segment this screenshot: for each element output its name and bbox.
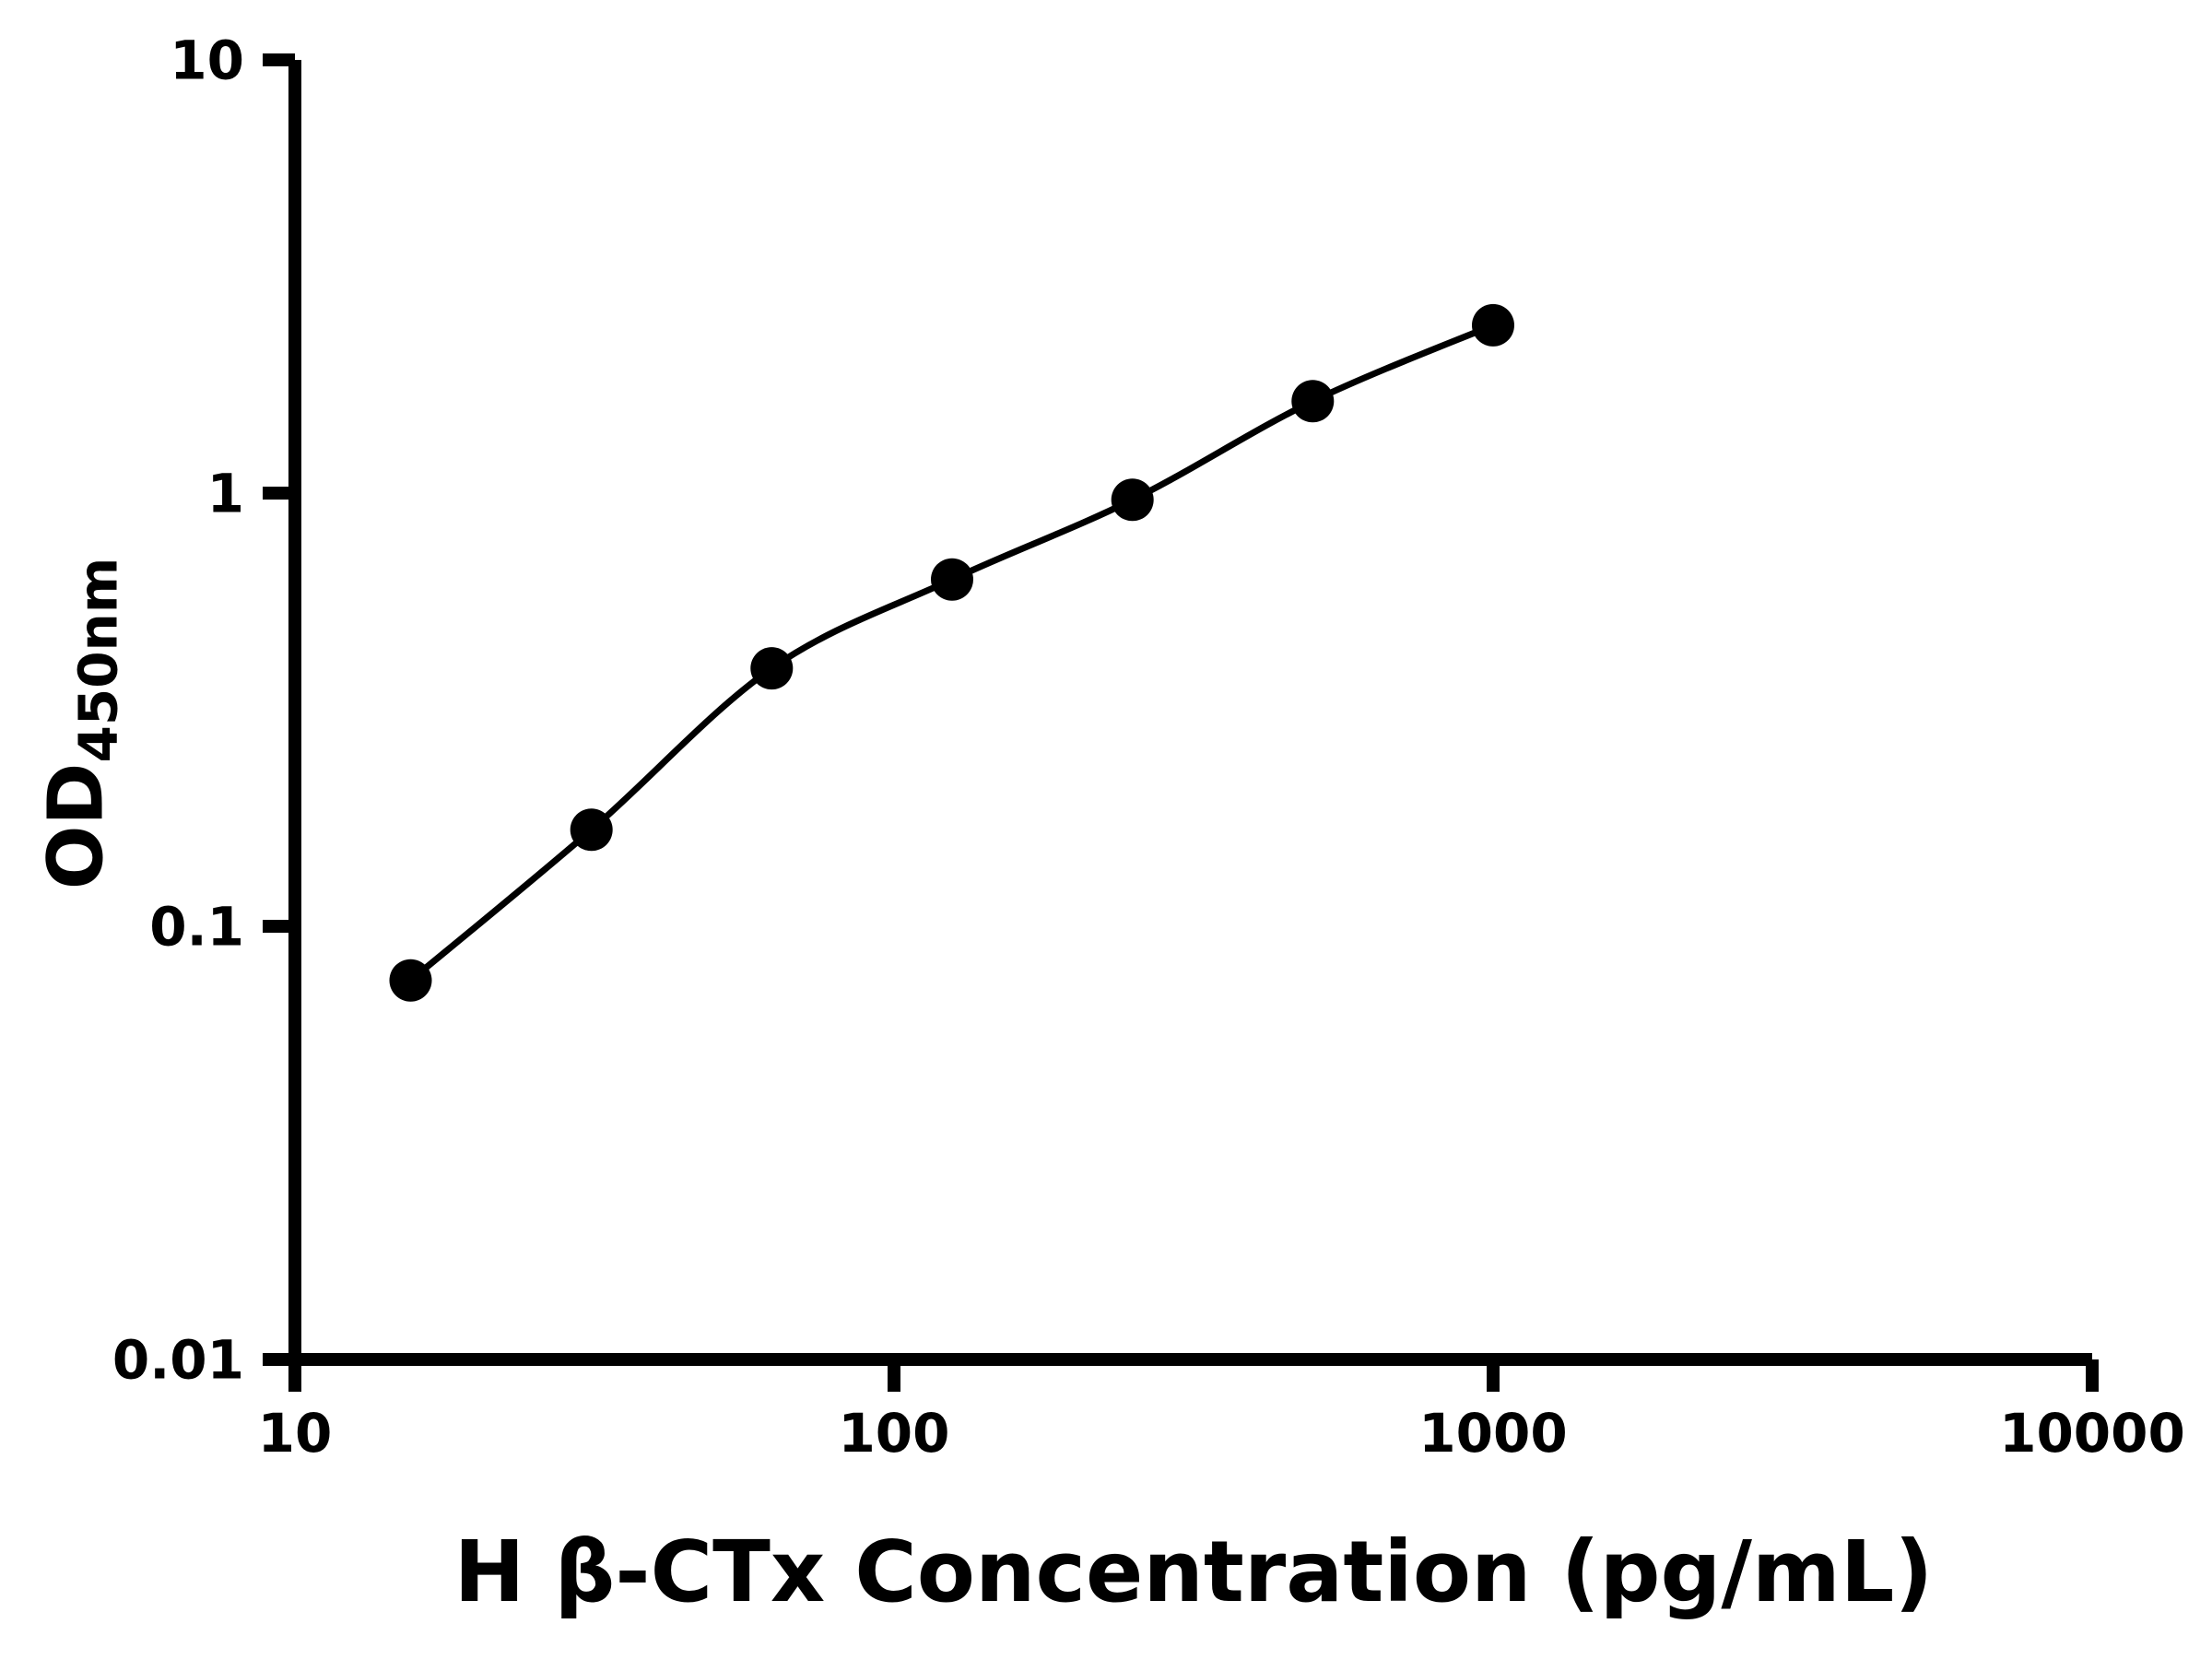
y-tick-label: 0.01 [112,1328,244,1391]
data-point [1111,478,1154,522]
y-axis-title-main: OD [32,762,121,890]
x-tick-label: 100 [838,1402,949,1465]
x-tick-label: 10 [258,1402,333,1465]
y-tick-label: 10 [170,29,244,91]
data-point [931,558,973,601]
x-axis-title-text: H β-CTx Concentration (pg/mL) [453,1523,1934,1621]
fit-curve [408,322,1495,983]
x-tick-label: 1000 [1418,1402,1567,1465]
x-tick-label: 10000 [1999,1402,2185,1465]
y-axis-title-sub: 450nm [66,557,130,763]
data-point [389,959,432,1002]
y-tick-label: 0.1 [149,895,244,958]
data-point [1291,380,1335,423]
y-axis-title: OD450nm [33,558,130,890]
data-point [570,808,613,852]
data-point [750,647,794,690]
y-tick-label: 1 [207,462,244,524]
data-point [1472,303,1514,347]
x-axis-title: H β-CTx Concentration (pg/mL) [454,1523,1934,1621]
axis-frame [288,60,2092,1366]
